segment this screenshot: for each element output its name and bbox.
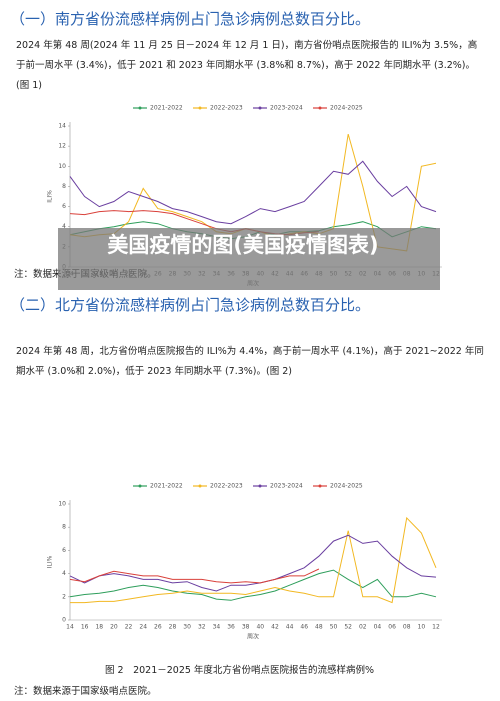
x-tick-label: 22 (125, 624, 133, 631)
x-tick-label: 24 (139, 624, 147, 631)
legend-marker (198, 106, 202, 110)
note: 注：数据来源于国家级哨点医院。 (14, 686, 157, 697)
x-tick-label: 52 (344, 624, 352, 631)
x-tick-label: 18 (95, 624, 103, 631)
x-tick-label: 26 (154, 624, 162, 631)
legend-label: 2023-2024 (270, 483, 303, 490)
series-line (69, 568, 320, 584)
x-tick-label: 20 (110, 624, 118, 631)
paragraph: 2024 年第 48 周(2024 年 11 月 25 日－2024 年 12 … (16, 40, 478, 91)
x-tick-label: 44 (286, 624, 294, 631)
y-axis-label: ILI% (47, 555, 54, 568)
x-tick-label: 14 (66, 624, 74, 631)
caption: 图 2 2021－2025 年度北方省份哨点医院报告的流感样病例% (105, 665, 374, 676)
series-line (69, 160, 437, 225)
legend-marker (258, 484, 262, 488)
y-tick-label: 10 (58, 163, 66, 170)
legend-label: 2022-2023 (210, 483, 243, 490)
legend-label: 2024-2025 (330, 105, 363, 112)
paragraph: 2024 年第 48 周，北方省份哨点医院报告的 ILI%为 4.4%，高于前一… (16, 346, 484, 377)
series-line (70, 516, 437, 604)
y-tick-label: 8 (62, 183, 66, 190)
x-tick-label: 40 (256, 624, 264, 631)
x-tick-label: 10 (418, 624, 426, 631)
legend-marker (318, 106, 322, 110)
y-tick-label: 8 (62, 524, 66, 531)
x-tick-label: 16 (81, 624, 89, 631)
series-line (69, 569, 437, 601)
x-axis-label: 周次 (247, 633, 259, 641)
x-tick-label: 02 (359, 624, 367, 631)
y-tick-label: 6 (62, 547, 66, 554)
y-tick-label: 2 (62, 593, 66, 600)
x-tick-label: 30 (183, 624, 191, 631)
legend-marker (198, 484, 202, 488)
legend-marker (318, 484, 322, 488)
x-tick-label: 36 (227, 624, 235, 631)
series-line (69, 534, 437, 592)
x-tick-label: 12 (432, 624, 440, 631)
overlay-band (58, 228, 440, 290)
legend-label: 2021-2022 (150, 483, 183, 490)
x-tick-label: 06 (388, 624, 396, 631)
legend-marker (138, 106, 142, 110)
legend-marker (138, 484, 142, 488)
legend-label: 2022-2023 (210, 105, 243, 112)
legend-marker (258, 106, 262, 110)
heading: （一）南方省份流感样病例占门急诊病例总数百分比。 (10, 10, 371, 28)
x-tick-label: 48 (315, 624, 323, 631)
y-tick-label: 4 (62, 223, 66, 230)
overlay-title: 美国疫情的图(美国疫情图表) (107, 233, 379, 257)
x-tick-label: 34 (213, 624, 221, 631)
x-tick-label: 08 (403, 624, 411, 631)
x-tick-label: 38 (242, 624, 250, 631)
x-tick-label: 50 (330, 624, 338, 631)
legend-label: 2023-2024 (270, 105, 303, 112)
heading: （二）北方省份流感样病例占门急诊病例总数百分比。 (10, 296, 371, 314)
x-tick-label: 32 (198, 624, 206, 631)
x-tick-label: 04 (374, 624, 382, 631)
y-tick-label: 10 (58, 501, 66, 508)
x-tick-label: 46 (300, 624, 308, 631)
legend-label: 2021-2022 (150, 105, 183, 112)
y-tick-label: 4 (62, 570, 66, 577)
legend-label: 2024-2025 (330, 483, 363, 490)
y-tick-label: 6 (62, 203, 66, 210)
y-tick-label: 12 (58, 143, 66, 150)
y-axis-label: ILI% (47, 190, 54, 203)
y-tick-label: 14 (58, 123, 66, 130)
x-tick-label: 28 (169, 624, 177, 631)
y-tick-label: 0 (62, 617, 66, 624)
x-tick-label: 42 (271, 624, 279, 631)
